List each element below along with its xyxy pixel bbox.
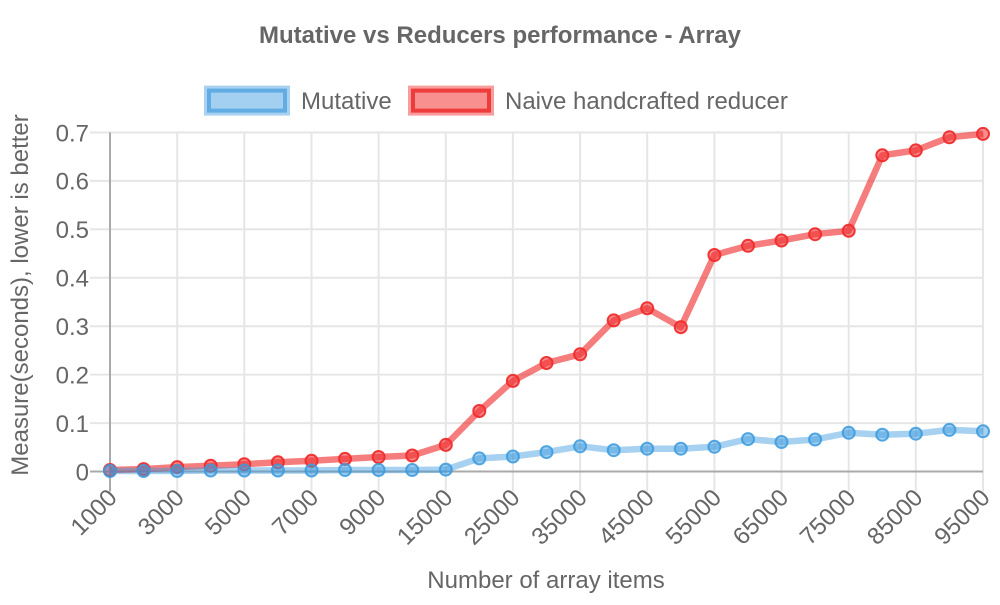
svg-text:0.2: 0.2 xyxy=(56,362,89,389)
svg-text:Measure(seconds), lower is bet: Measure(seconds), lower is better xyxy=(7,114,34,475)
svg-text:0: 0 xyxy=(76,459,89,486)
svg-text:0.7: 0.7 xyxy=(56,120,89,147)
svg-text:Number of array items: Number of array items xyxy=(427,567,664,594)
svg-text:0.3: 0.3 xyxy=(56,314,89,341)
svg-text:Mutative: Mutative xyxy=(301,88,392,115)
svg-text:0.4: 0.4 xyxy=(56,266,89,293)
svg-text:0.5: 0.5 xyxy=(56,217,89,244)
svg-text:0.6: 0.6 xyxy=(56,169,89,196)
svg-text:Naive handcrafted reducer: Naive handcrafted reducer xyxy=(505,88,788,115)
svg-text:Mutative vs Reducers performan: Mutative vs Reducers performance - Array xyxy=(259,22,742,49)
svg-text:0.1: 0.1 xyxy=(56,411,89,438)
